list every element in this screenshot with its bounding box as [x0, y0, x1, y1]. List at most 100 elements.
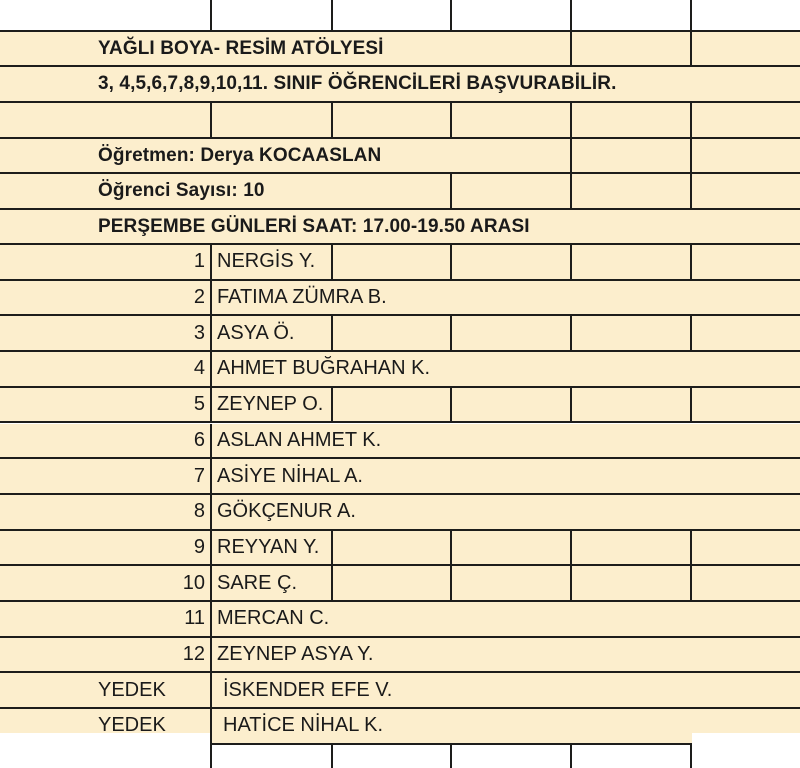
teacher-cell[interactable]: Öğretmen: Derya KOCAASLAN	[93, 139, 452, 174]
cell-b1[interactable]	[93, 0, 212, 32]
reserve-row: YEDEK HATİCE NİHAL K.	[0, 709, 800, 745]
cell-g[interactable]	[692, 566, 800, 602]
student-number-cell[interactable]: 12	[93, 637, 212, 674]
student-name-cell[interactable]: GÖKÇENUR A.	[212, 494, 800, 531]
row-gutter-cell[interactable]	[0, 566, 93, 602]
cell-g1[interactable]	[692, 0, 800, 32]
reserve-label-cell[interactable]: YEDEK	[93, 673, 212, 710]
cell-a5[interactable]	[0, 139, 93, 174]
cell-f2[interactable]	[572, 32, 692, 67]
eligibility-cell[interactable]: 3, 4,5,6,7,8,9,10,11. SINIF ÖĞRENCİLERİ …	[93, 67, 800, 103]
row-gutter-cell[interactable]	[0, 494, 93, 531]
student-name-cell[interactable]: ZEYNEP ASYA Y.	[212, 637, 800, 674]
row-gutter-cell[interactable]	[0, 387, 93, 424]
student-number-cell[interactable]: 11	[93, 602, 212, 638]
cell-g-last[interactable]	[692, 733, 800, 768]
cell-e2[interactable]	[452, 32, 572, 67]
reserve-name-cell[interactable]: HATİCE NİHAL K.	[212, 709, 692, 745]
cell-f[interactable]	[572, 566, 692, 602]
cell-g5[interactable]	[692, 139, 800, 174]
student-name-cell[interactable]: ASİYE NİHAL A.	[212, 459, 800, 495]
row-gutter-cell[interactable]	[0, 459, 93, 495]
cell-g[interactable]	[692, 673, 800, 710]
student-name-cell[interactable]: SARE Ç.	[212, 566, 333, 602]
student-number-cell[interactable]: 5	[93, 387, 212, 424]
cell-b4[interactable]	[93, 103, 212, 139]
cell-a4[interactable]	[0, 103, 93, 139]
cell-d[interactable]	[333, 387, 452, 424]
workshop-title-cell[interactable]: YAĞLI BOYA- RESİM ATÖLYESİ	[93, 32, 452, 67]
row-gutter-cell[interactable]	[0, 423, 93, 460]
cell-f[interactable]	[572, 245, 692, 281]
cell-a2[interactable]	[0, 32, 93, 67]
cell-f6[interactable]	[572, 174, 692, 210]
workshop-title: YAĞLI BOYA- RESİM ATÖLYESİ	[98, 37, 384, 59]
row-gutter-cell[interactable]	[0, 280, 93, 317]
row-gutter-cell[interactable]	[0, 245, 93, 281]
student-name-cell[interactable]: ASYA Ö.	[212, 316, 333, 353]
cell-b-last[interactable]	[93, 733, 212, 768]
student-name-cell[interactable]: NERGİS Y.	[212, 245, 333, 281]
cell-g[interactable]	[692, 316, 800, 353]
cell-f4[interactable]	[572, 103, 692, 139]
cell-e6[interactable]	[452, 174, 572, 210]
cell-e5[interactable]	[452, 139, 572, 174]
cell-e1[interactable]	[452, 0, 572, 32]
cell-c4[interactable]	[212, 103, 333, 139]
student-number-cell[interactable]: 3	[93, 316, 212, 353]
cell-a7[interactable]	[0, 210, 93, 245]
cell-d[interactable]	[333, 566, 452, 602]
cell-f1[interactable]	[572, 0, 692, 32]
cell-c1[interactable]	[212, 0, 333, 32]
student-number-cell[interactable]: 6	[93, 423, 212, 460]
cell-f[interactable]	[572, 387, 692, 424]
cell-g2[interactable]	[692, 32, 800, 67]
cell-f5[interactable]	[572, 139, 692, 174]
cell-d1[interactable]	[333, 0, 452, 32]
row-gutter-cell[interactable]	[0, 316, 93, 353]
student-name-cell[interactable]: REYYAN Y.	[212, 530, 333, 567]
cell-e4[interactable]	[452, 103, 572, 139]
cell-e[interactable]	[452, 316, 572, 353]
student-number-cell[interactable]: 10	[93, 566, 212, 602]
row-gutter-cell[interactable]	[0, 530, 93, 567]
row-gutter-cell[interactable]	[0, 602, 93, 638]
student-number-cell[interactable]: 1	[93, 245, 212, 281]
cell-e[interactable]	[452, 245, 572, 281]
student-number-cell[interactable]: 8	[93, 494, 212, 531]
cell-d6[interactable]	[333, 174, 452, 210]
student-name-cell[interactable]: ZEYNEP O.	[212, 387, 333, 424]
cell-g4[interactable]	[692, 103, 800, 139]
cell-a3[interactable]	[0, 67, 93, 103]
student-number-cell[interactable]: 2	[93, 280, 212, 317]
row-gutter-cell[interactable]	[0, 352, 93, 388]
student-number-cell[interactable]: 9	[93, 530, 212, 567]
cell-g6[interactable]	[692, 174, 800, 210]
student-name-cell[interactable]: AHMET BUĞRAHAN K.	[212, 352, 800, 388]
cell-f[interactable]	[572, 530, 692, 567]
student-name-cell[interactable]: FATIMA ZÜMRA B.	[212, 280, 800, 317]
cell-g[interactable]	[692, 530, 800, 567]
cell-e[interactable]	[452, 530, 572, 567]
cell-a1[interactable]	[0, 0, 93, 32]
cell-a6[interactable]	[0, 174, 93, 210]
row-gutter-cell[interactable]	[0, 673, 93, 710]
cell-g[interactable]	[692, 245, 800, 281]
reserve-name-cell[interactable]: İSKENDER EFE V.	[212, 673, 692, 710]
cell-e[interactable]	[452, 566, 572, 602]
schedule-cell[interactable]: PERŞEMBE GÜNLERİ SAAT: 17.00-19.50 ARASI	[93, 210, 800, 245]
cell-d4[interactable]	[333, 103, 452, 139]
cell-a-last[interactable]	[0, 733, 93, 768]
cell-d[interactable]	[333, 530, 452, 567]
student-number-cell[interactable]: 7	[93, 459, 212, 495]
cell-d[interactable]	[333, 245, 452, 281]
row-gutter-cell[interactable]	[0, 637, 93, 674]
student-name-cell[interactable]: ASLAN AHMET K.	[212, 423, 800, 460]
cell-g[interactable]	[692, 387, 800, 424]
cell-d[interactable]	[333, 316, 452, 353]
student-number-cell[interactable]: 4	[93, 352, 212, 388]
student-count-cell[interactable]: Öğrenci Sayısı: 10	[93, 174, 333, 210]
cell-e[interactable]	[452, 387, 572, 424]
cell-f[interactable]	[572, 316, 692, 353]
student-name-cell[interactable]: MERCAN C.	[212, 602, 800, 638]
